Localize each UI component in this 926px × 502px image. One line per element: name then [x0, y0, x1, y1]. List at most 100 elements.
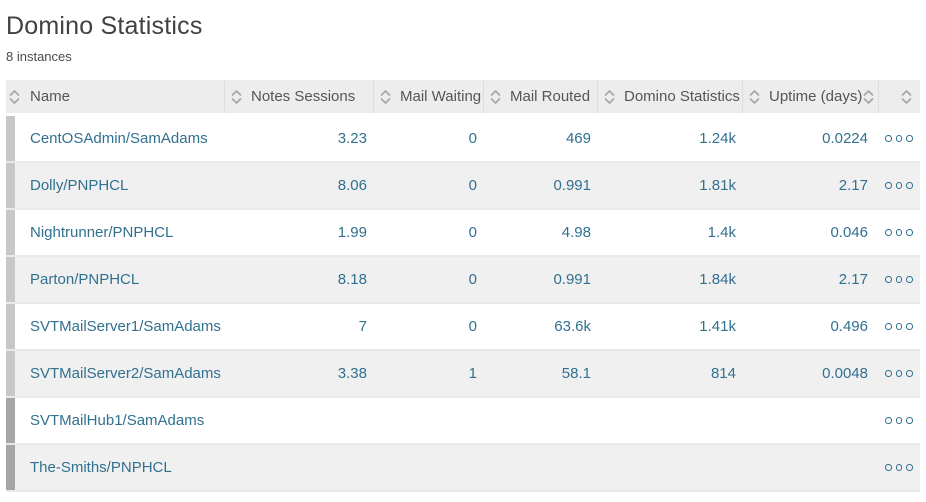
row-actions-ellipsis-button[interactable]	[885, 370, 913, 377]
status-indicator-bar	[6, 210, 15, 255]
actions-cell	[878, 257, 920, 302]
mail-routed-cell: 4.98	[561, 224, 591, 241]
mail-routed-cell: 0.991	[553, 271, 591, 288]
status-indicator-bar	[6, 116, 15, 161]
table-row: Dolly/PNPHCL 8.06 0 0.991 1.81k 2.17	[6, 163, 920, 210]
name-cell: Parton/PNPHCL	[6, 257, 224, 302]
mail-waiting-cell: 0	[468, 177, 477, 194]
table-header-row: Name Notes Sessions Mail Waiting Mail Ro…	[6, 80, 920, 113]
column-header-name[interactable]: Name	[6, 80, 224, 113]
mail-routed-cell: 58.1	[561, 365, 591, 382]
notes-sessions-cell: 7	[358, 318, 367, 335]
sort-icon[interactable]	[379, 89, 392, 105]
actions-cell	[878, 116, 920, 161]
uptime-cell: 2.17	[838, 271, 868, 288]
table-row: Nightrunner/PNPHCL 1.99 0 4.98 1.4k 0.04…	[6, 210, 920, 257]
uptime-cell: 0.046	[830, 224, 868, 241]
server-name-link[interactable]: SVTMailServer2/SamAdams	[30, 365, 221, 382]
name-cell: Dolly/PNPHCL	[6, 163, 224, 208]
status-indicator-bar	[6, 351, 15, 396]
uptime-cell: 2.17	[838, 177, 868, 194]
column-header-actions[interactable]	[878, 80, 920, 113]
mail-waiting-cell: 1	[468, 365, 477, 382]
mail-routed-cell	[483, 445, 597, 490]
column-header-notes-sessions[interactable]: Notes Sessions	[224, 80, 373, 113]
domino-statistics-cell	[597, 398, 742, 443]
row-actions-ellipsis-button[interactable]	[885, 276, 913, 283]
sort-icon[interactable]	[603, 89, 616, 105]
row-actions-ellipsis-button[interactable]	[885, 135, 913, 142]
server-name-link[interactable]: SVTMailServer1/SamAdams	[30, 318, 221, 335]
row-actions-ellipsis-button[interactable]	[885, 182, 913, 189]
row-actions-ellipsis-button[interactable]	[885, 417, 913, 424]
mail-waiting-cell: 0	[468, 271, 477, 288]
row-actions-ellipsis-button[interactable]	[885, 323, 913, 330]
table-row: The-Smiths/PNPHCL	[6, 445, 920, 492]
mail-waiting-cell: 0	[468, 130, 477, 147]
notes-sessions-cell: 8.06	[337, 177, 367, 194]
table-row: SVTMailHub1/SamAdams	[6, 398, 920, 445]
domino-statistics-cell	[597, 445, 742, 490]
notes-sessions-cell: 1.99	[337, 224, 367, 241]
server-name-link[interactable]: Dolly/PNPHCL	[30, 177, 129, 194]
sort-icon[interactable]	[489, 89, 502, 105]
server-name-link[interactable]: Nightrunner/PNPHCL	[30, 224, 174, 241]
column-header-mail-routed[interactable]: Mail Routed	[483, 80, 597, 113]
domino-statistics-cell: 1.84k	[699, 271, 736, 288]
sort-icon[interactable]	[8, 89, 21, 105]
actions-cell	[878, 398, 920, 443]
sort-icon[interactable]	[230, 89, 243, 105]
server-name-link[interactable]: CentOSAdmin/SamAdams	[30, 130, 208, 147]
mail-routed-cell	[483, 398, 597, 443]
notes-sessions-cell: 3.38	[337, 365, 367, 382]
table-row: SVTMailServer1/SamAdams 7 0 63.6k 1.41k …	[6, 304, 920, 351]
name-cell: SVTMailHub1/SamAdams	[6, 398, 224, 443]
actions-cell	[878, 210, 920, 255]
server-name-link[interactable]: SVTMailHub1/SamAdams	[30, 412, 205, 429]
notes-sessions-cell	[224, 445, 373, 490]
uptime-cell: 0.496	[830, 318, 868, 335]
sort-icon[interactable]	[900, 89, 913, 105]
status-indicator-bar	[6, 257, 15, 302]
mail-routed-cell: 63.6k	[554, 318, 591, 335]
uptime-cell	[742, 445, 878, 490]
mail-waiting-cell	[373, 445, 483, 490]
notes-sessions-cell	[224, 398, 373, 443]
domino-statistics-cell: 1.24k	[699, 130, 736, 147]
domino-statistics-cell: 1.81k	[699, 177, 736, 194]
name-cell: SVTMailServer1/SamAdams	[6, 304, 224, 349]
column-label: Uptime (days)	[769, 88, 863, 105]
column-header-domino-statistics[interactable]: Domino Statistics	[597, 80, 742, 113]
mail-waiting-cell: 0	[468, 318, 477, 335]
status-indicator-bar	[6, 445, 15, 490]
name-cell: CentOSAdmin/SamAdams	[6, 116, 224, 161]
table-body: CentOSAdmin/SamAdams 3.23 0 469 1.24k 0.…	[6, 116, 920, 492]
status-indicator-bar	[6, 163, 15, 208]
column-label: Domino Statistics	[624, 88, 740, 105]
row-actions-ellipsis-button[interactable]	[885, 464, 913, 471]
domino-statistics-table: Name Notes Sessions Mail Waiting Mail Ro…	[6, 80, 920, 492]
column-header-mail-waiting[interactable]: Mail Waiting	[373, 80, 483, 113]
instance-count: 8 instances	[6, 49, 72, 64]
domino-statistics-cell: 1.41k	[699, 318, 736, 335]
status-indicator-bar	[6, 398, 15, 443]
column-header-uptime-days[interactable]: Uptime (days)	[742, 80, 878, 113]
notes-sessions-cell: 3.23	[337, 130, 367, 147]
column-label: Mail Waiting	[400, 88, 482, 105]
server-name-link[interactable]: Parton/PNPHCL	[30, 271, 140, 288]
sort-icon[interactable]	[748, 89, 761, 105]
actions-cell	[878, 304, 920, 349]
name-cell: The-Smiths/PNPHCL	[6, 445, 224, 490]
column-label: Mail Routed	[510, 88, 591, 105]
row-actions-ellipsis-button[interactable]	[885, 229, 913, 236]
actions-cell	[878, 351, 920, 396]
server-name-link[interactable]: The-Smiths/PNPHCL	[30, 459, 172, 476]
name-cell: Nightrunner/PNPHCL	[6, 210, 224, 255]
column-label: Name	[30, 88, 71, 105]
column-label: Notes Sessions	[251, 88, 356, 105]
mail-routed-cell: 469	[565, 130, 591, 147]
status-indicator-bar	[6, 304, 15, 349]
domino-statistics-cell: 814	[710, 365, 736, 382]
sort-icon[interactable]	[862, 89, 875, 105]
